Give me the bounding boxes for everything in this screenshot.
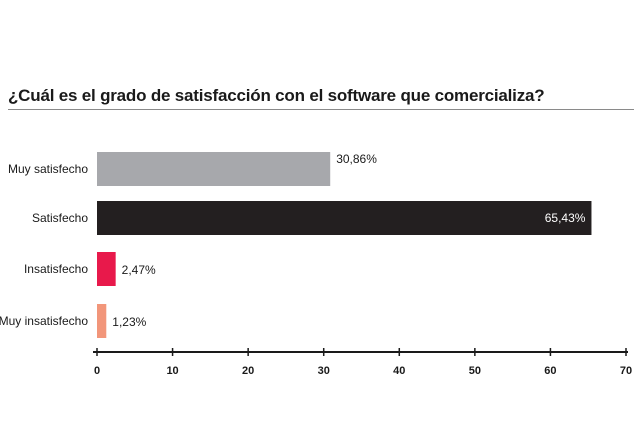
x-tick-label: 0 [94, 365, 100, 377]
chart-title: ¿Cuál es el grado de satisfacción con el… [8, 86, 634, 110]
value-label: 65,43% [545, 211, 586, 225]
value-label: 1,23% [112, 315, 146, 329]
x-tick-label: 20 [242, 365, 254, 377]
value-label: 2,47% [122, 263, 156, 277]
x-tick-label: 70 [620, 365, 632, 377]
bar [97, 152, 331, 186]
category-label: Muy satisfecho [8, 162, 88, 176]
bar [97, 252, 116, 286]
bar [97, 201, 592, 235]
x-tick-label: 40 [393, 365, 405, 377]
x-tick-label: 10 [166, 365, 178, 377]
category-label: Muy insatisfecho [0, 314, 88, 328]
bar [97, 304, 107, 338]
value-label: 30,86% [336, 152, 377, 166]
x-tick-label: 50 [469, 365, 481, 377]
x-tick-label: 60 [544, 365, 556, 377]
category-label: Satisfecho [32, 211, 88, 225]
category-label: Insatisfecho [24, 262, 88, 276]
x-tick-label: 30 [318, 365, 330, 377]
